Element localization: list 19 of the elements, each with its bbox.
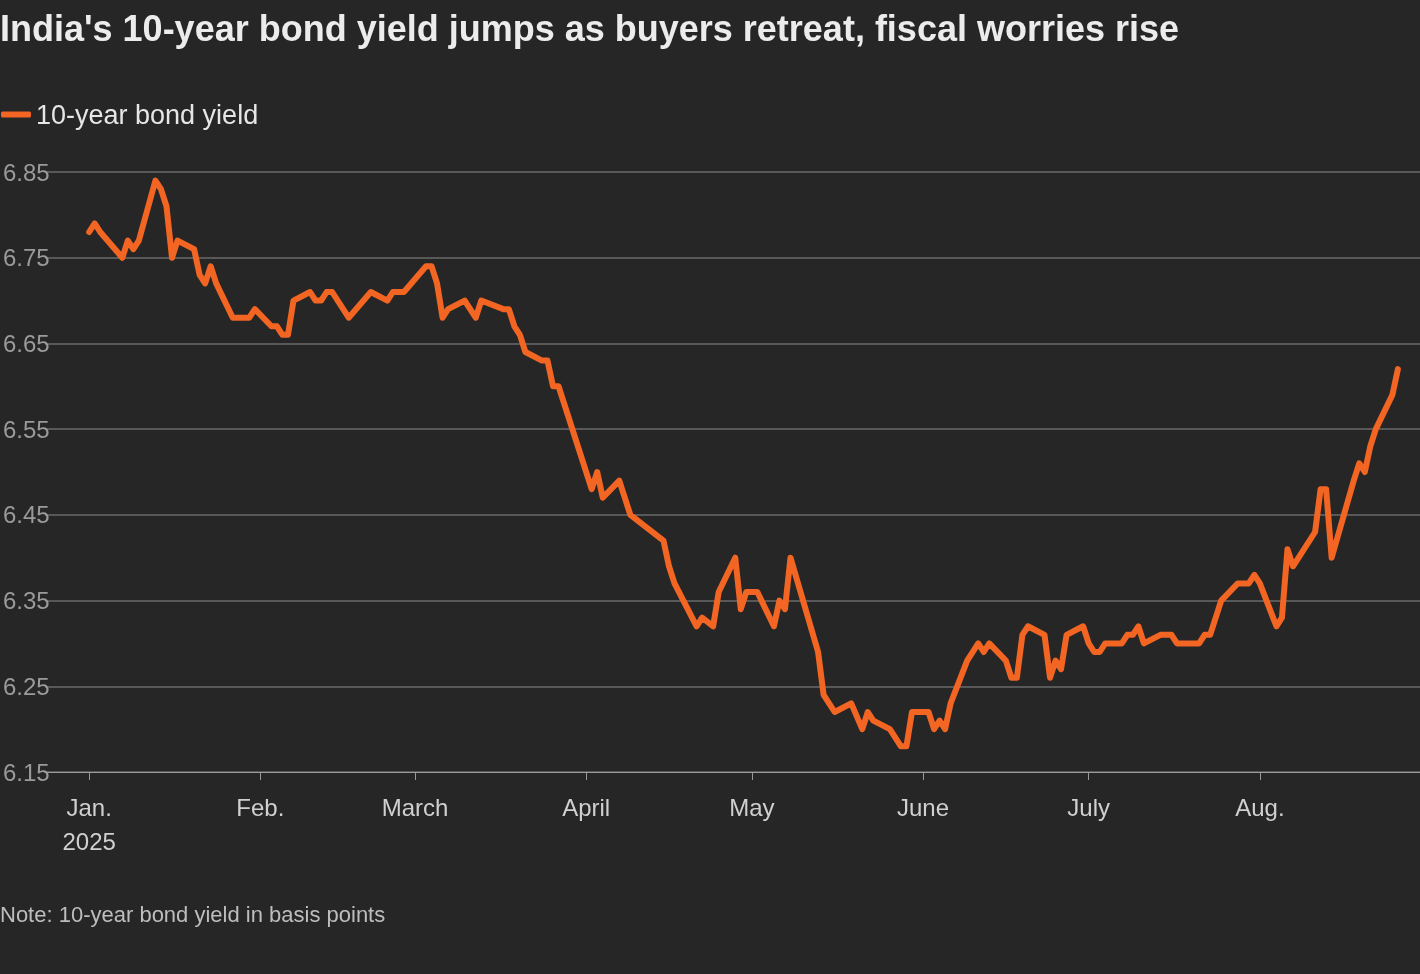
y-tick-label: 6.65 bbox=[3, 329, 50, 357]
chart-title: India's 10-year bond yield jumps as buyers retreat, fiscal worries rise bbox=[0, 7, 1180, 49]
legend-label: 10-year bond yield bbox=[36, 99, 259, 130]
y-tick-label: 6.55 bbox=[3, 415, 50, 443]
text: Note: 10-year bond yield in basis points bbox=[0, 901, 386, 927]
x-tick-label: April bbox=[562, 793, 611, 821]
x-tick-label: Feb. bbox=[236, 793, 285, 821]
y-tick-label: 6.35 bbox=[3, 587, 50, 615]
y-tick-label: 6.45 bbox=[3, 501, 50, 529]
y-tick-label: 6.75 bbox=[3, 244, 50, 272]
x-tick-label: June bbox=[896, 793, 950, 821]
y-tick-label: 6.15 bbox=[3, 758, 50, 786]
x-tick-label: May bbox=[729, 793, 775, 821]
y-tick-label: 6.25 bbox=[3, 672, 50, 700]
x-tick-label: Jan. 2025 bbox=[62, 793, 116, 855]
x-tick-label: Aug. bbox=[1235, 793, 1285, 821]
x-tick-label: July bbox=[1067, 793, 1111, 821]
x-tick-label: March bbox=[381, 793, 449, 821]
y-tick-label: 6.85 bbox=[3, 158, 50, 186]
